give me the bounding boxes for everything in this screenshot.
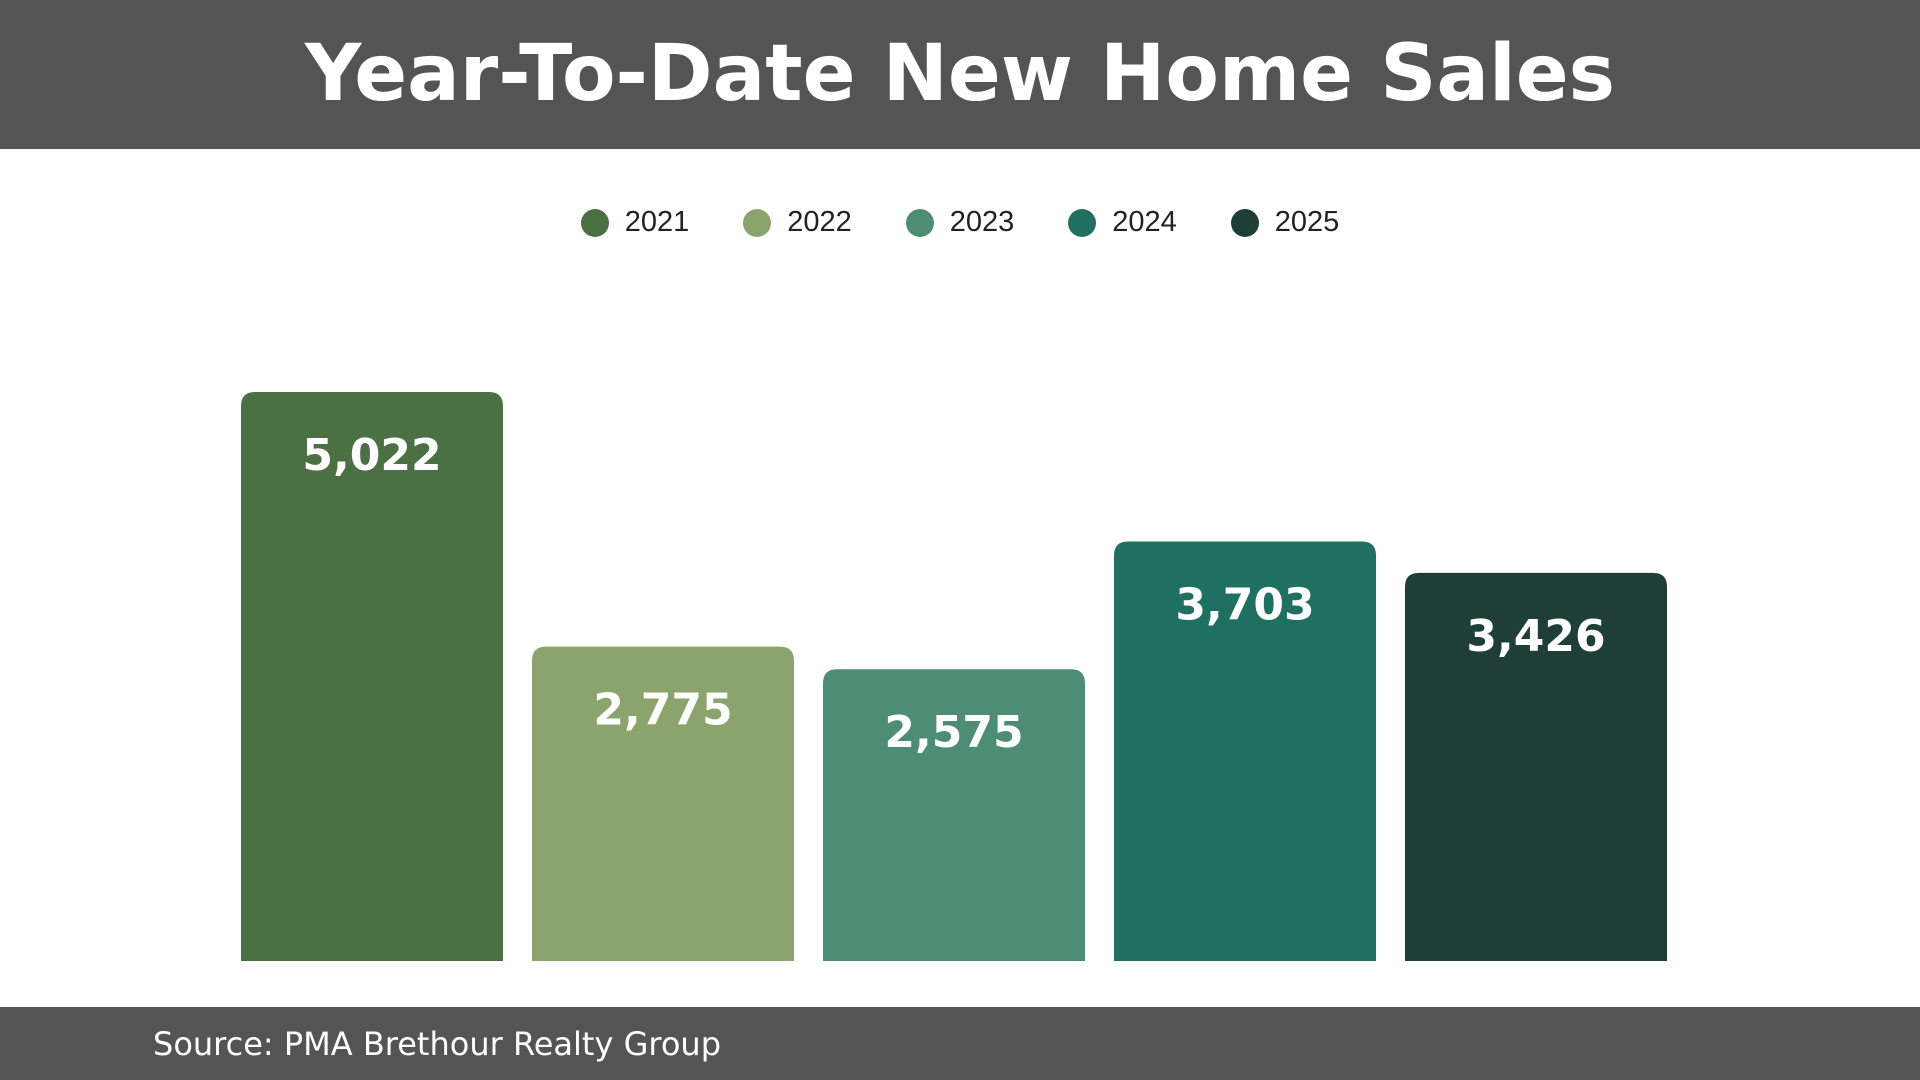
- legend-item-2022: 2022: [743, 206, 852, 239]
- legend-label-2025: 2025: [1274, 206, 1340, 238]
- chart-legend: 2021 2022 2023 2024 2025: [0, 206, 1920, 239]
- legend-label-2024: 2024: [1112, 206, 1177, 238]
- legend-label-2022: 2022: [787, 206, 852, 238]
- bar-2022: [532, 646, 794, 961]
- chart-title: Year-To-Date New Home Sales: [304, 28, 1616, 119]
- bar-2023: [823, 669, 1085, 961]
- legend-item-2025: 2025: [1230, 206, 1340, 239]
- legend-item-2023: 2023: [905, 206, 1015, 239]
- bar-2025: [1405, 572, 1667, 961]
- legend-item-2021: 2021: [580, 206, 690, 239]
- data-label-2021: 5,022: [302, 430, 441, 481]
- title-banner: Year-To-Date New Home Sales: [0, 0, 1920, 149]
- legend-swatch-2025: [1230, 208, 1259, 237]
- footer-banner: [0, 1007, 1920, 1080]
- legend-label-2023: 2023: [949, 206, 1015, 238]
- bar-2021: [241, 392, 503, 961]
- data-label-2024: 3,703: [1175, 579, 1314, 630]
- legend-item-2024: 2024: [1068, 206, 1177, 239]
- legend-swatch-2021: [580, 208, 609, 237]
- bar-2024: [1114, 541, 1376, 961]
- data-label-2023: 2,575: [884, 707, 1023, 758]
- legend-swatch-2023: [905, 208, 934, 237]
- legend-swatch-2022: [743, 208, 772, 237]
- source-note: Source: PMA Brethour Realty Group: [153, 1025, 721, 1063]
- legend-swatch-2024: [1068, 208, 1097, 237]
- data-label-2025: 3,426: [1466, 611, 1605, 662]
- legend-label-2021: 2021: [624, 206, 690, 238]
- data-label-2022: 2,775: [593, 685, 732, 736]
